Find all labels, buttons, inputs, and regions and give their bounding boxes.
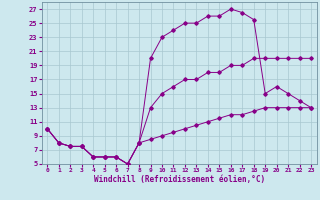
X-axis label: Windchill (Refroidissement éolien,°C): Windchill (Refroidissement éolien,°C) <box>94 175 265 184</box>
